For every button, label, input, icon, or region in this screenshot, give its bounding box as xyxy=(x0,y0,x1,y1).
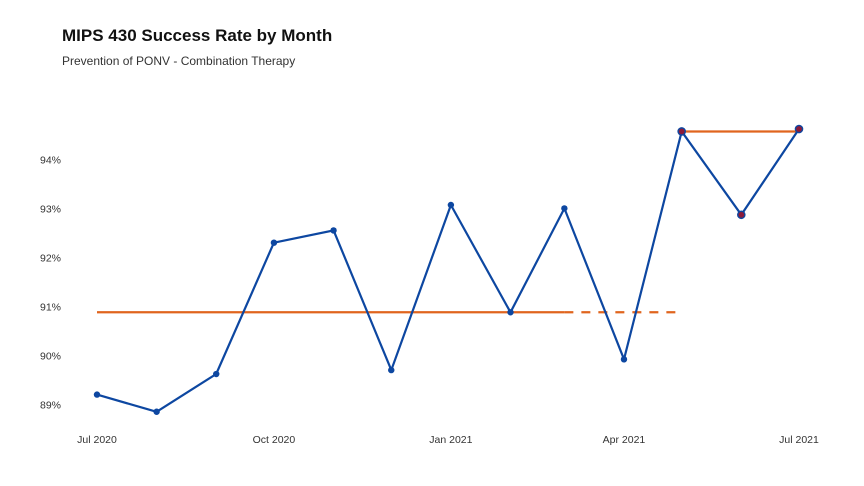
data-point xyxy=(507,309,514,316)
x-axis: Jul 2020 Oct 2020 Jan 2021 Apr 2021 Jul 2021 xyxy=(77,434,819,446)
data-point xyxy=(153,408,160,415)
x-tick-label: Apr 2021 xyxy=(603,434,646,446)
y-tick-label: 91% xyxy=(40,301,61,313)
data-point xyxy=(330,227,337,234)
y-axis: 89% 90% 91% 92% 93% 94% xyxy=(40,154,61,411)
y-tick-label: 93% xyxy=(40,203,61,215)
chart-title: MIPS 430 Success Rate by Month xyxy=(62,26,333,45)
y-tick-label: 92% xyxy=(40,252,61,264)
x-tick-label: Oct 2020 xyxy=(253,434,296,446)
data-point xyxy=(388,366,395,374)
data-point-highlighted xyxy=(737,210,746,220)
x-tick-label: Jul 2020 xyxy=(77,434,117,446)
data-point xyxy=(93,391,101,398)
reference-lines xyxy=(97,130,799,314)
data-point xyxy=(447,201,455,209)
y-tick-label: 90% xyxy=(40,350,61,362)
x-tick-label: Jan 2021 xyxy=(429,434,472,446)
y-tick-label: 89% xyxy=(40,399,61,411)
series-line xyxy=(96,128,800,413)
y-tick-label: 94% xyxy=(40,154,61,166)
data-point xyxy=(213,370,220,378)
data-point-highlighted xyxy=(677,127,686,136)
data-point xyxy=(561,205,568,212)
data-point xyxy=(270,239,278,246)
data-point-highlighted xyxy=(794,124,804,134)
series-group xyxy=(93,124,804,415)
x-tick-label: Jul 2021 xyxy=(779,434,819,446)
chart-subtitle: Prevention of PONV - Combination Therapy xyxy=(62,54,296,68)
data-point xyxy=(620,356,628,363)
